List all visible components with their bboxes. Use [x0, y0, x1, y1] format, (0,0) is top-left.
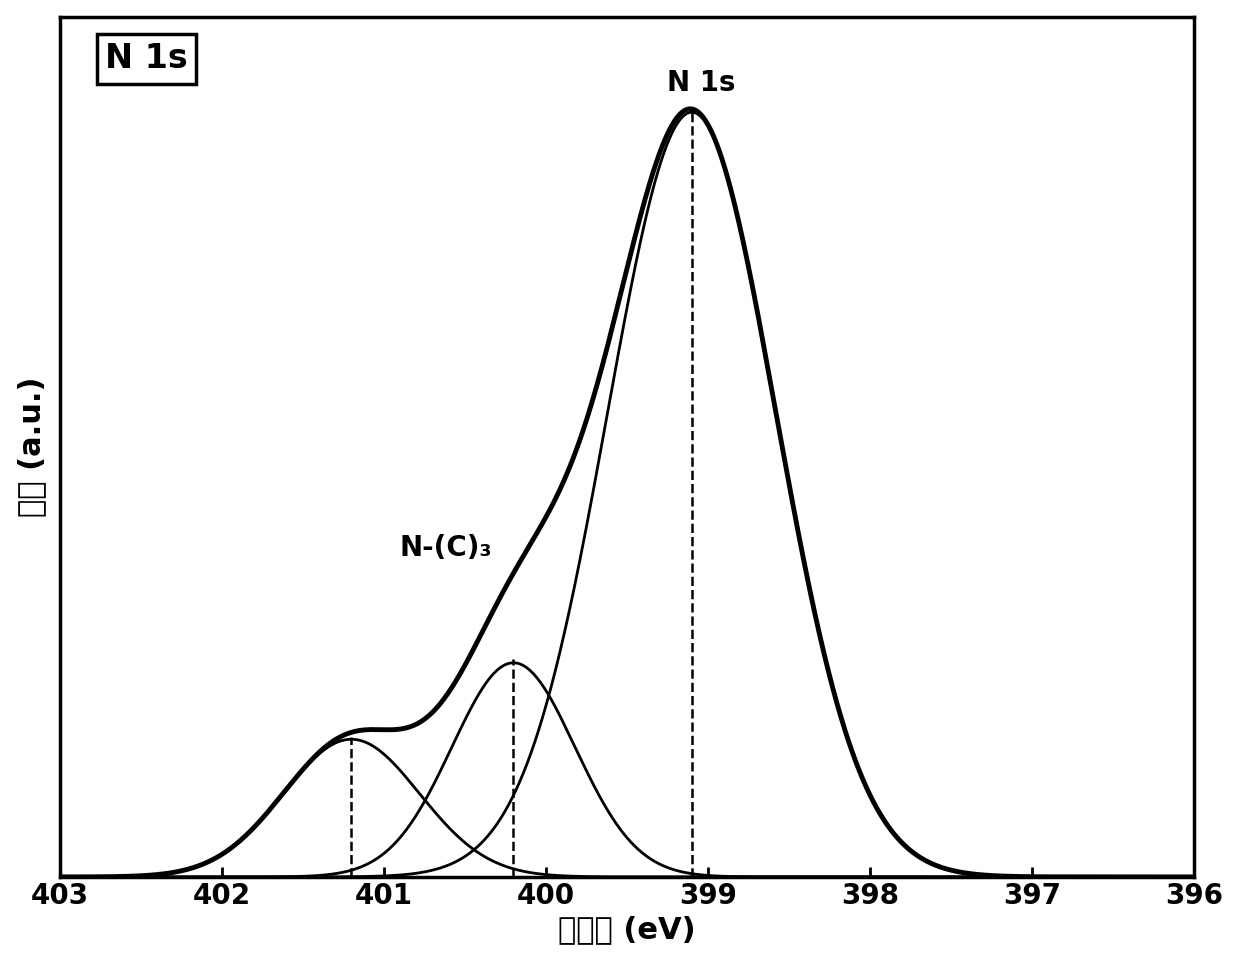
- X-axis label: 结合能 (eV): 结合能 (eV): [558, 915, 696, 945]
- Y-axis label: 强度 (a.u.): 强度 (a.u.): [16, 377, 46, 517]
- Text: N-(C)₃: N-(C)₃: [401, 534, 492, 562]
- Text: N 1s: N 1s: [105, 42, 187, 76]
- Text: N 1s: N 1s: [667, 69, 737, 97]
